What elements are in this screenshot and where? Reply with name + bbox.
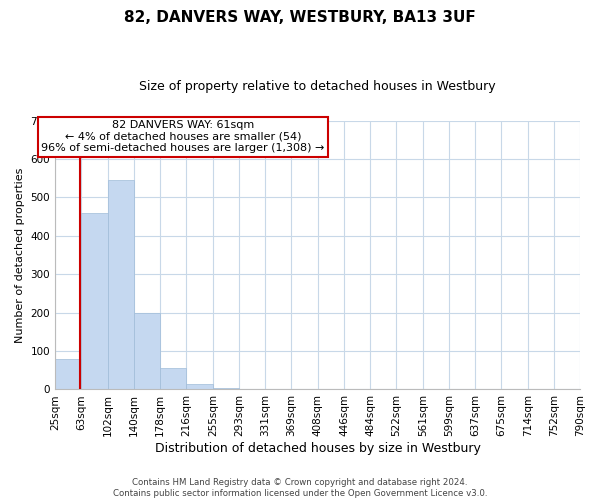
Bar — [55, 358, 81, 390]
Bar — [160, 368, 186, 390]
Title: Size of property relative to detached houses in Westbury: Size of property relative to detached ho… — [139, 80, 496, 93]
Bar — [81, 213, 108, 390]
Y-axis label: Number of detached properties: Number of detached properties — [15, 168, 25, 342]
Text: 82 DANVERS WAY: 61sqm
← 4% of detached houses are smaller (54)
96% of semi-detac: 82 DANVERS WAY: 61sqm ← 4% of detached h… — [41, 120, 325, 154]
Text: 82, DANVERS WAY, WESTBURY, BA13 3UF: 82, DANVERS WAY, WESTBURY, BA13 3UF — [124, 10, 476, 25]
Bar — [213, 388, 239, 390]
X-axis label: Distribution of detached houses by size in Westbury: Distribution of detached houses by size … — [155, 442, 481, 455]
Bar — [108, 180, 134, 390]
Bar — [186, 384, 213, 390]
Bar — [134, 312, 160, 390]
Text: Contains HM Land Registry data © Crown copyright and database right 2024.
Contai: Contains HM Land Registry data © Crown c… — [113, 478, 487, 498]
